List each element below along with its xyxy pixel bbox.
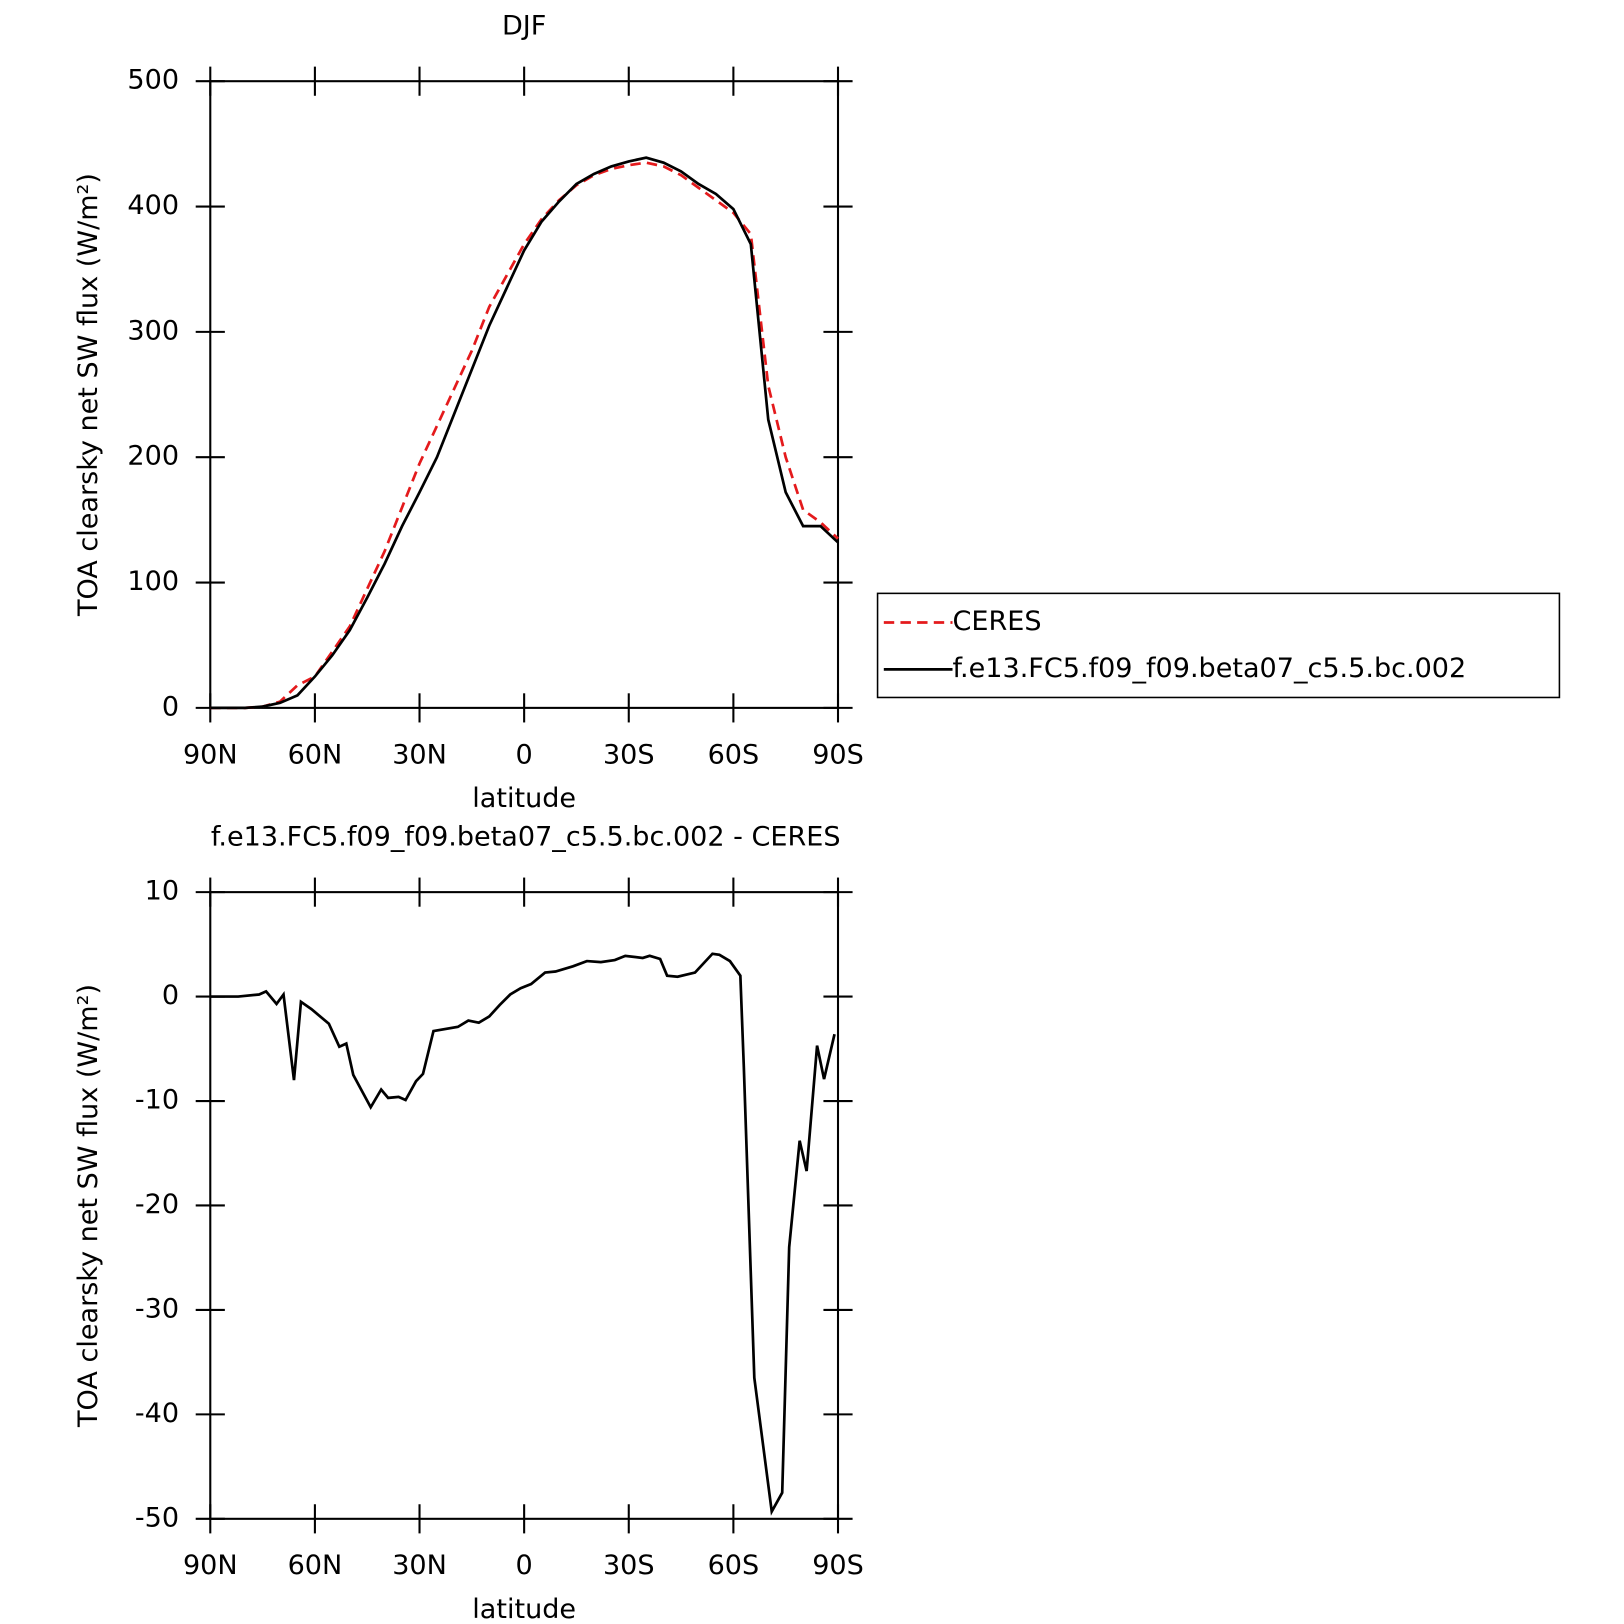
x-tick-label: 30S <box>603 1550 655 1581</box>
x-tick-label: 60S <box>708 1550 760 1581</box>
legend-label: CERES <box>953 606 1042 637</box>
legend-label: f.e13.FC5.f09_f09.beta07_c5.5.bc.002 <box>953 653 1467 684</box>
y-tick-label: -10 <box>135 1085 179 1116</box>
y-tick-label: -50 <box>135 1502 179 1533</box>
plot-frame <box>209 80 840 709</box>
plot-frame <box>209 891 840 1520</box>
x-axis-label: latitude <box>472 783 576 814</box>
y-tick-label: -40 <box>135 1398 179 1429</box>
canvas: DJF TOA clearsky net SW flux (W/m²) latitu… <box>73 11 1561 1624</box>
series-line <box>210 161 839 710</box>
x-tick-label: 90S <box>812 1550 864 1581</box>
x-tick-label: 0 <box>516 1550 533 1581</box>
y-tick-label: 0 <box>162 980 179 1011</box>
series-line <box>210 156 839 710</box>
chart-title: f.e13.FC5.f09_f09.beta07_c5.5.bc.002 - C… <box>211 822 841 853</box>
x-tick-label: 0 <box>516 739 533 770</box>
x-tick-label: 60N <box>288 739 343 770</box>
y-tick-label: 0 <box>162 691 179 722</box>
y-tick-label: -30 <box>135 1293 179 1324</box>
y-tick-label: 200 <box>127 441 179 472</box>
x-tick-label: 90N <box>183 739 238 770</box>
y-tick-label: 400 <box>127 190 179 221</box>
x-tick-label: 60S <box>708 739 760 770</box>
x-tick-label: 30S <box>603 739 655 770</box>
y-tick-label: 10 <box>145 876 179 907</box>
x-tick-label: 30N <box>392 739 447 770</box>
x-tick-label: 90N <box>183 1550 238 1581</box>
y-tick-label: 100 <box>127 566 179 597</box>
y-axis-label: TOA clearsky net SW flux (W/m²) <box>73 173 104 617</box>
y-tick-label: -20 <box>135 1189 179 1220</box>
y-tick-label: 300 <box>127 315 179 346</box>
y-tick-label: 500 <box>127 65 179 96</box>
x-tick-label: 30N <box>392 1550 447 1581</box>
legend-box <box>876 592 1561 699</box>
x-tick-label: 60N <box>288 1550 343 1581</box>
series-line <box>210 952 836 1516</box>
x-axis-label: latitude <box>472 1594 576 1624</box>
x-tick-label: 90S <box>812 739 864 770</box>
chart-title: DJF <box>502 11 546 42</box>
y-axis-label: TOA clearsky net SW flux (W/m²) <box>73 984 104 1428</box>
